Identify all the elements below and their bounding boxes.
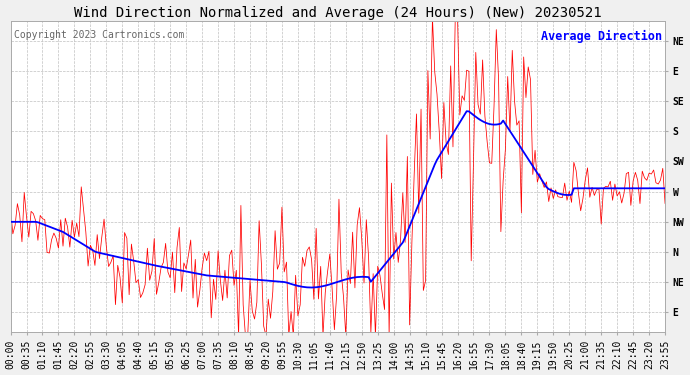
Text: Copyright 2023 Cartronics.com: Copyright 2023 Cartronics.com <box>14 30 184 40</box>
Text: Average Direction: Average Direction <box>541 30 662 43</box>
Title: Wind Direction Normalized and Average (24 Hours) (New) 20230521: Wind Direction Normalized and Average (2… <box>74 6 602 20</box>
